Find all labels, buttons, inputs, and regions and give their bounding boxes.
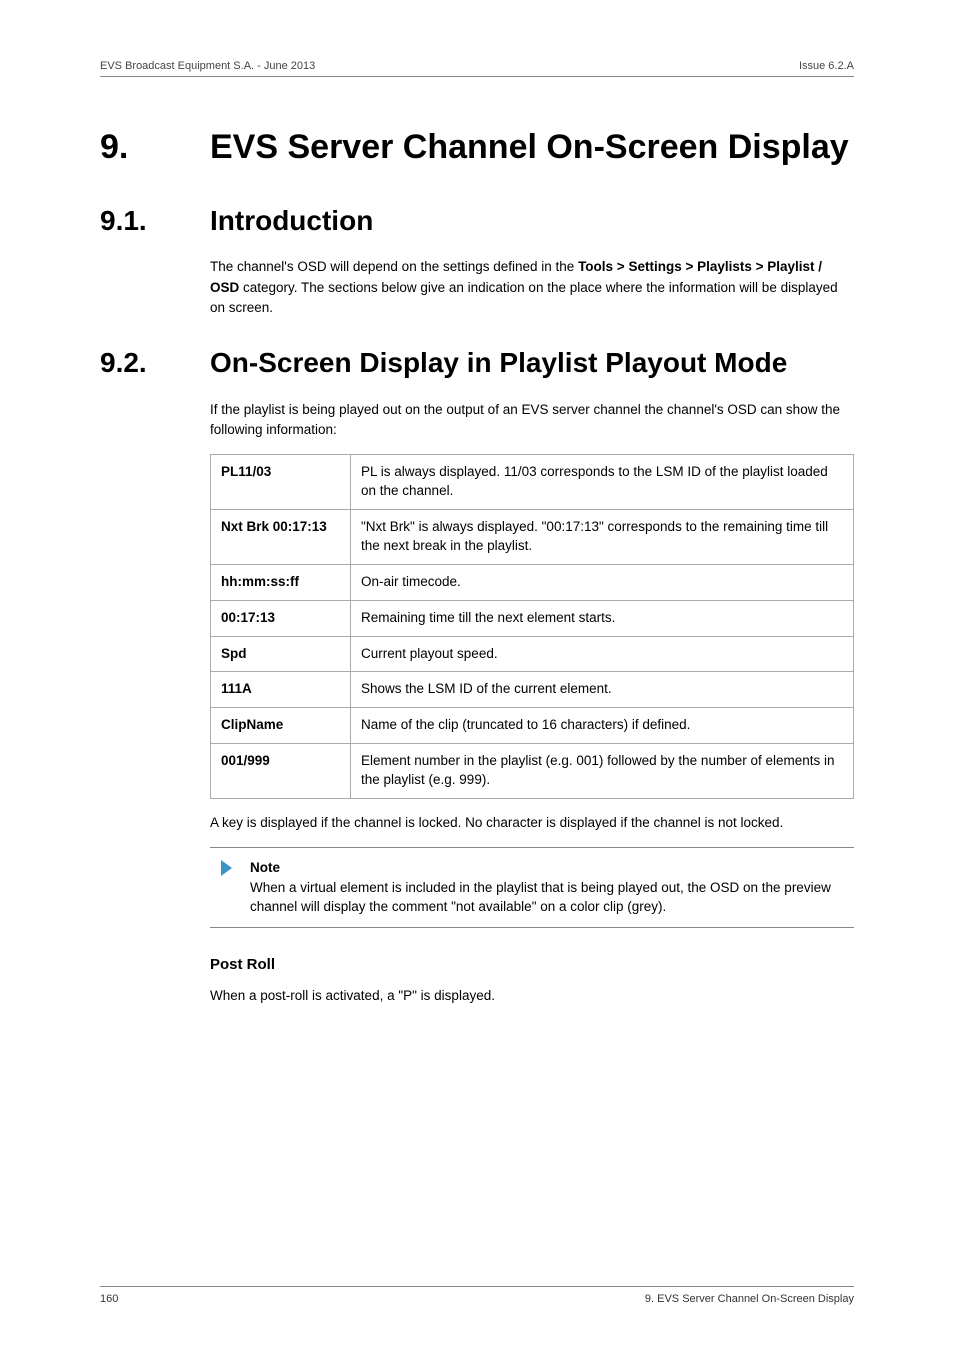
footer-page-number: 160 bbox=[100, 1293, 118, 1305]
note-icon bbox=[218, 858, 236, 888]
note-label: Note bbox=[250, 860, 280, 875]
after-table-text: A key is displayed if the channel is loc… bbox=[210, 813, 854, 833]
osd-value: On-air timecode. bbox=[351, 564, 854, 600]
header-right: Issue 6.2.A bbox=[799, 60, 854, 72]
table-row: PL11/03 PL is always displayed. 11/03 co… bbox=[211, 455, 854, 510]
para-post: category. The sections below give an ind… bbox=[210, 280, 838, 315]
chapter-heading: 9. EVS Server Channel On-Screen Display bbox=[100, 127, 854, 168]
para-pre: The channel's OSD will depend on the set… bbox=[210, 259, 578, 274]
osd-key: Nxt Brk 00:17:13 bbox=[211, 510, 351, 565]
section-9-1-title: Introduction bbox=[210, 204, 373, 238]
table-row: ClipName Name of the clip (truncated to … bbox=[211, 708, 854, 744]
osd-key: Spd bbox=[211, 636, 351, 672]
postroll-heading: Post Roll bbox=[210, 956, 854, 973]
section-9-1-heading: 9.1. Introduction bbox=[100, 204, 854, 238]
osd-value: "Nxt Brk" is always displayed. "00:17:13… bbox=[351, 510, 854, 565]
section-9-2-body: If the playlist is being played out on t… bbox=[210, 400, 854, 1007]
chapter-number: 9. bbox=[100, 128, 210, 167]
table-row: hh:mm:ss:ff On-air timecode. bbox=[211, 564, 854, 600]
postroll-body: When a post-roll is activated, a "P" is … bbox=[210, 986, 854, 1006]
section-9-2-title: On-Screen Display in Playlist Playout Mo… bbox=[210, 346, 787, 380]
table-row: 001/999 Element number in the playlist (… bbox=[211, 744, 854, 799]
note-body: When a virtual element is included in th… bbox=[250, 880, 831, 915]
osd-value: Name of the clip (truncated to 16 charac… bbox=[351, 708, 854, 744]
osd-key: 00:17:13 bbox=[211, 600, 351, 636]
page-footer: 160 9. EVS Server Channel On-Screen Disp… bbox=[100, 1286, 854, 1305]
chapter-title: EVS Server Channel On-Screen Display bbox=[210, 127, 849, 168]
osd-key: 111A bbox=[211, 672, 351, 708]
osd-value: Shows the LSM ID of the current element. bbox=[351, 672, 854, 708]
section-9-2-number: 9.2. bbox=[100, 347, 210, 379]
osd-value: Current playout speed. bbox=[351, 636, 854, 672]
table-row: 111A Shows the LSM ID of the current ele… bbox=[211, 672, 854, 708]
osd-key: 001/999 bbox=[211, 744, 351, 799]
table-row: Nxt Brk 00:17:13 "Nxt Brk" is always dis… bbox=[211, 510, 854, 565]
osd-value: Remaining time till the next element sta… bbox=[351, 600, 854, 636]
section-9-2-intro: If the playlist is being played out on t… bbox=[210, 400, 854, 441]
section-9-1-body: The channel's OSD will depend on the set… bbox=[210, 257, 854, 318]
table-row: Spd Current playout speed. bbox=[211, 636, 854, 672]
section-9-1-paragraph: The channel's OSD will depend on the set… bbox=[210, 257, 854, 318]
osd-key: PL11/03 bbox=[211, 455, 351, 510]
osd-key: ClipName bbox=[211, 708, 351, 744]
section-9-1-number: 9.1. bbox=[100, 205, 210, 237]
osd-key: hh:mm:ss:ff bbox=[211, 564, 351, 600]
osd-value: Element number in the playlist (e.g. 001… bbox=[351, 744, 854, 799]
osd-table: PL11/03 PL is always displayed. 11/03 co… bbox=[210, 454, 854, 799]
page: EVS Broadcast Equipment S.A. - June 2013… bbox=[0, 0, 954, 1350]
table-row: 00:17:13 Remaining time till the next el… bbox=[211, 600, 854, 636]
section-9-2-heading: 9.2. On-Screen Display in Playlist Playo… bbox=[100, 346, 854, 380]
footer-chapter-ref: 9. EVS Server Channel On-Screen Display bbox=[645, 1293, 854, 1305]
header-left: EVS Broadcast Equipment S.A. - June 2013 bbox=[100, 60, 315, 72]
page-header: EVS Broadcast Equipment S.A. - June 2013… bbox=[100, 60, 854, 77]
note-box: Note When a virtual element is included … bbox=[210, 847, 854, 928]
osd-value: PL is always displayed. 11/03 correspond… bbox=[351, 455, 854, 510]
